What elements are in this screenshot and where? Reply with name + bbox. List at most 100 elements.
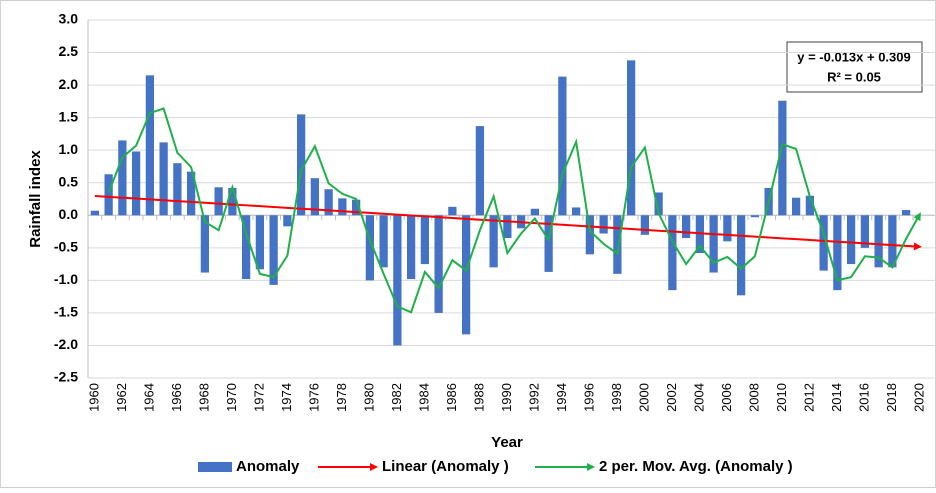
equation: y = -0.013x + 0.309 bbox=[797, 49, 910, 64]
x-tick-label: 2010 bbox=[774, 383, 789, 412]
x-tick-label: 1990 bbox=[499, 383, 514, 412]
bar bbox=[187, 171, 196, 216]
x-tick-label: 2018 bbox=[884, 383, 899, 412]
y-tick-label: 2.5 bbox=[59, 43, 79, 59]
bar bbox=[819, 215, 828, 271]
x-tick-label: 2016 bbox=[856, 383, 871, 412]
bar bbox=[585, 215, 594, 255]
x-tick-label: 1964 bbox=[141, 383, 156, 412]
bar bbox=[448, 206, 457, 216]
series-line bbox=[94, 195, 922, 251]
bar bbox=[283, 215, 292, 227]
y-axis-title: Rainfall index bbox=[27, 150, 44, 248]
x-tick-label: 2008 bbox=[746, 383, 761, 412]
bar bbox=[682, 215, 691, 239]
bar bbox=[654, 192, 663, 216]
x-tick-label: 2000 bbox=[636, 383, 651, 412]
bar bbox=[613, 215, 622, 274]
bar bbox=[297, 114, 306, 216]
bar bbox=[90, 210, 99, 216]
bar bbox=[847, 215, 856, 265]
bar bbox=[118, 140, 127, 216]
x-tick-label: 1982 bbox=[389, 383, 404, 412]
x-tick-label: 2012 bbox=[801, 383, 816, 412]
y-tick-label: 1.0 bbox=[59, 141, 79, 157]
y-tick-label: -1.0 bbox=[54, 271, 78, 287]
y-tick-label: -0.5 bbox=[54, 239, 78, 255]
x-tick-label: 1978 bbox=[334, 383, 349, 412]
bar bbox=[352, 199, 361, 216]
x-tick-label: 1960 bbox=[86, 383, 101, 412]
bar bbox=[269, 215, 278, 285]
bar bbox=[475, 126, 484, 216]
x-tick-label: 2006 bbox=[719, 383, 734, 412]
bar bbox=[778, 100, 787, 216]
bar bbox=[737, 215, 746, 296]
bar bbox=[462, 215, 471, 335]
bar bbox=[640, 215, 649, 235]
x-tick-label: 1966 bbox=[169, 383, 184, 412]
x-tick-label: 1998 bbox=[609, 383, 624, 412]
x-tick-label: 1986 bbox=[444, 383, 459, 412]
bar bbox=[627, 60, 636, 216]
x-tick-label: 2020 bbox=[911, 383, 926, 412]
x-tick-label: 1988 bbox=[471, 383, 486, 412]
legend-label: Linear (Anomaly ) bbox=[382, 458, 509, 475]
bar bbox=[420, 215, 429, 265]
bar bbox=[242, 215, 251, 280]
bar bbox=[145, 75, 154, 216]
x-tick-label: 2014 bbox=[829, 383, 844, 412]
bar bbox=[833, 215, 842, 291]
bar bbox=[255, 215, 264, 270]
x-tick-label: 1972 bbox=[251, 383, 266, 412]
equation-box bbox=[786, 41, 923, 93]
bar bbox=[104, 174, 113, 216]
bar bbox=[544, 215, 553, 272]
bar bbox=[558, 76, 567, 216]
y-tick-label: 0.5 bbox=[59, 173, 79, 189]
bar bbox=[200, 215, 209, 273]
bar bbox=[530, 208, 539, 216]
y-tick-label: 1.5 bbox=[59, 108, 79, 124]
bar bbox=[173, 163, 182, 216]
bar bbox=[709, 215, 718, 273]
x-tick-label: 1984 bbox=[416, 383, 431, 412]
legend-label: Anomaly bbox=[236, 458, 300, 475]
bar bbox=[407, 215, 416, 280]
x-tick-label: 1992 bbox=[526, 383, 541, 412]
bar bbox=[599, 215, 608, 234]
x-tick-label: 2002 bbox=[664, 383, 679, 412]
bar bbox=[489, 215, 498, 268]
bar bbox=[228, 187, 237, 216]
bar bbox=[132, 151, 141, 216]
x-tick-label: 1976 bbox=[306, 383, 321, 412]
bar bbox=[324, 189, 333, 216]
legend-swatch bbox=[198, 462, 232, 472]
bar bbox=[434, 215, 443, 313]
bar bbox=[668, 215, 677, 291]
y-tick-label: -2.0 bbox=[54, 336, 78, 352]
bar bbox=[874, 215, 883, 268]
bar bbox=[572, 207, 581, 216]
bar bbox=[792, 197, 801, 216]
y-tick-label: 3.0 bbox=[59, 11, 79, 27]
bar bbox=[805, 195, 814, 216]
x-tick-label: 1968 bbox=[196, 383, 211, 412]
bar bbox=[393, 215, 402, 346]
y-tick-label: 0.0 bbox=[59, 206, 79, 222]
x-tick-label: 1974 bbox=[279, 383, 294, 412]
y-tick-label: -1.5 bbox=[54, 304, 78, 320]
y-tick-label: -2.5 bbox=[54, 369, 78, 385]
bar bbox=[365, 215, 374, 281]
x-tick-label: 1970 bbox=[224, 383, 239, 412]
x-tick-label: 1980 bbox=[361, 383, 376, 412]
r-squared: R² = 0.05 bbox=[827, 69, 881, 84]
bar bbox=[310, 178, 319, 216]
bar bbox=[214, 187, 223, 216]
bar bbox=[888, 215, 897, 268]
series-line bbox=[107, 107, 921, 314]
y-tick-label: 2.0 bbox=[59, 76, 79, 92]
bar bbox=[723, 215, 732, 242]
bar bbox=[159, 142, 168, 216]
